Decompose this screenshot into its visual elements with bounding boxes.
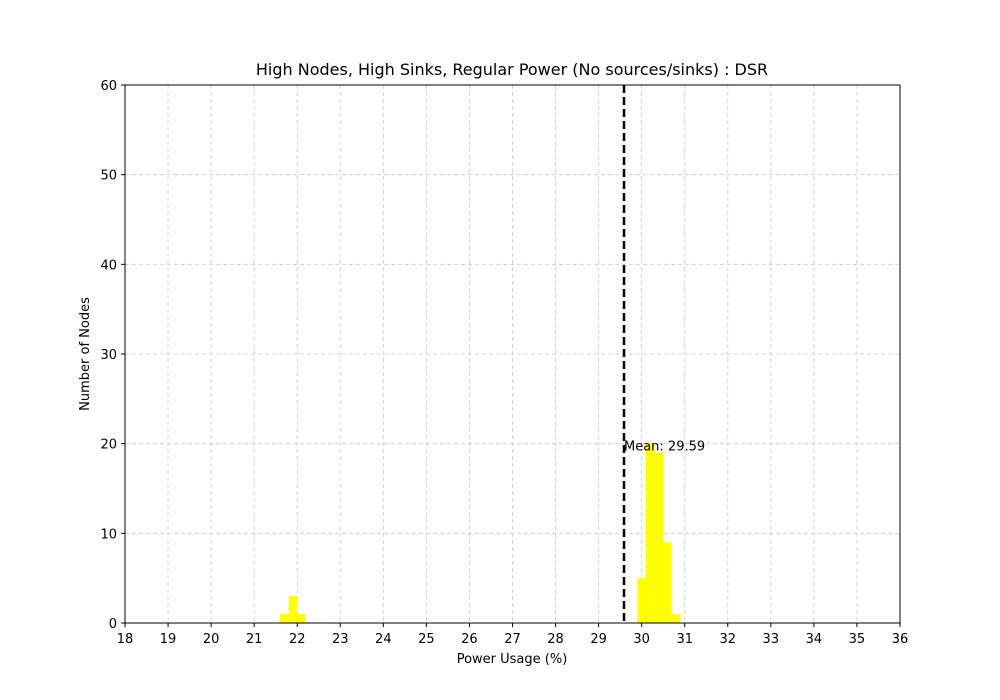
y-axis-label: Number of Nodes (78, 297, 93, 411)
x-tick-label: 24 (375, 632, 392, 647)
histogram-bar (288, 596, 298, 623)
histogram-bar (297, 614, 306, 623)
mean-indicator: Mean: 29.59 (622, 85, 705, 623)
y-axis-ticks: 0 10 20 30 40 50 60 (100, 79, 125, 632)
x-tick-label: 20 (203, 632, 220, 647)
histogram-bar (280, 614, 289, 623)
histogram-bar (654, 452, 664, 623)
x-tick-label: 29 (590, 632, 607, 647)
y-tick-label: 20 (100, 438, 117, 453)
chart-title: High Nodes, High Sinks, Regular Power (N… (256, 60, 768, 79)
y-tick-label: 30 (100, 348, 117, 363)
x-tick-label: 36 (892, 632, 909, 647)
x-axis-ticks: 18 19 20 21 22 23 24 25 26 27 28 29 30 31 32 33 34 35 36 (117, 623, 909, 647)
x-tick-label: 23 (332, 632, 349, 647)
x-tick-label: 35 (849, 632, 866, 647)
x-tick-label: 25 (418, 632, 435, 647)
x-tick-label: 27 (504, 632, 521, 647)
x-tick-label: 34 (806, 632, 823, 647)
x-tick-label: 33 (763, 632, 780, 647)
y-tick-label: 50 (100, 169, 117, 184)
histogram-bars (280, 443, 681, 623)
histogram-bar (645, 443, 655, 623)
histogram-bar (671, 614, 681, 623)
x-tick-label: 19 (160, 632, 177, 647)
x-tick-label: 18 (117, 632, 134, 647)
x-tick-label: 32 (720, 632, 737, 647)
x-tick-label: 21 (246, 632, 263, 647)
mean-annotation: Mean: 29.59 (624, 440, 705, 455)
y-tick-label: 0 (109, 617, 117, 632)
x-tick-label: 31 (676, 632, 693, 647)
x-tick-label: 30 (633, 632, 650, 647)
y-tick-label: 40 (100, 258, 117, 273)
x-tick-label: 28 (547, 632, 564, 647)
x-axis-label: Power Usage (%) (457, 652, 568, 667)
y-tick-label: 10 (100, 527, 117, 542)
y-tick-label: 60 (100, 79, 117, 94)
histogram-bar (637, 578, 646, 623)
x-tick-label: 22 (289, 632, 306, 647)
x-tick-label: 26 (461, 632, 478, 647)
histogram-bar (663, 542, 672, 623)
